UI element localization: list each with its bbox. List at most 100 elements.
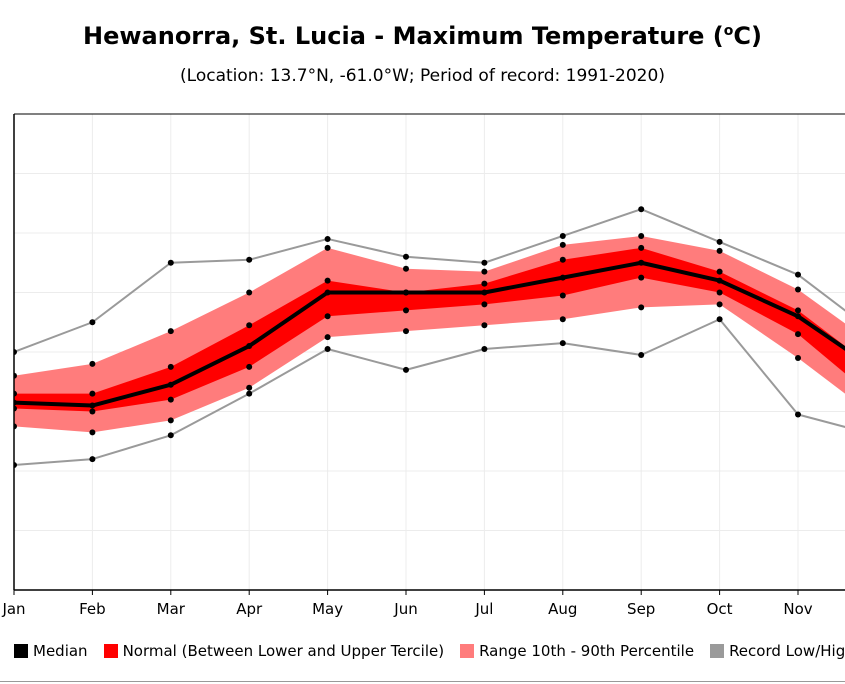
chart-title-text: Hewanorra, St. Lucia - Maximum Temperatu… <box>83 22 724 50</box>
record-low-point <box>559 340 566 347</box>
legend-label-range: Range 10th - 90th Percentile <box>479 642 695 660</box>
p10-point <box>716 301 723 308</box>
record-high-point <box>481 259 488 266</box>
record-low-point <box>716 316 723 323</box>
lower-tercile-point <box>89 408 96 415</box>
legend-item-normal: Normal (Between Lower and Upper Tercile) <box>103 642 445 660</box>
lower-tercile-point <box>795 331 801 338</box>
p90-point <box>481 268 488 275</box>
x-tick-label: Mar <box>157 600 186 618</box>
record-low-point <box>167 432 174 439</box>
median-point <box>638 259 645 266</box>
record-high-point <box>559 232 566 239</box>
chart-title: Hewanorra, St. Lucia - Maximum Temperatu… <box>0 22 845 50</box>
p90-point <box>716 247 723 254</box>
record-low-point <box>403 366 409 373</box>
lower-tercile-point <box>246 363 253 370</box>
p10-point <box>167 417 174 424</box>
upper-tercile-point <box>795 307 801 314</box>
record-high-point <box>246 256 253 263</box>
p10-point <box>246 384 253 391</box>
p90-point <box>246 289 253 296</box>
upper-tercile-point <box>638 244 645 251</box>
lower-tercile-point <box>403 307 409 314</box>
p10-point <box>795 354 801 361</box>
record-low-line <box>14 318 845 467</box>
upper-tercile-point <box>324 277 331 284</box>
legend-item-range: Range 10th - 90th Percentile <box>460 642 694 660</box>
range-10-90-band <box>14 235 845 433</box>
legend-label-normal: Normal (Between Lower and Upper Tercile) <box>122 642 445 660</box>
median-point <box>559 274 566 281</box>
lower-tercile-point <box>716 289 723 296</box>
x-tick-label: Apr <box>236 600 263 618</box>
chart-title-unit: C) <box>733 22 762 50</box>
upper-tercile-point <box>167 363 174 370</box>
record-high-point <box>795 271 801 278</box>
x-tick-label: Feb <box>79 600 106 618</box>
p90-point <box>795 286 801 293</box>
legend-label-record: Record Low/High <box>729 642 845 660</box>
median-point <box>403 289 409 296</box>
median-point <box>795 313 801 320</box>
lower-tercile-point <box>481 301 488 308</box>
median-point <box>716 277 723 284</box>
upper-tercile-point <box>481 280 488 287</box>
record-high-point <box>638 206 645 213</box>
median-point <box>89 402 96 409</box>
upper-tercile-point <box>716 268 723 275</box>
p10-point <box>481 322 488 329</box>
x-tick-label: Sep <box>627 600 655 618</box>
p90-point <box>167 328 174 335</box>
x-tick-label: May <box>312 600 343 618</box>
upper-tercile-point <box>89 390 96 397</box>
legend-swatch-median <box>14 644 28 658</box>
legend-swatch-record <box>710 644 725 658</box>
record-high-point <box>403 253 409 260</box>
x-tick-label: Jun <box>393 600 417 618</box>
median-line <box>14 260 845 408</box>
legend-item-median: Median <box>14 642 88 660</box>
p90-point <box>559 241 566 248</box>
median-point <box>481 289 488 296</box>
legend-label-median: Median <box>33 642 88 660</box>
x-tick-label: Jan <box>1 600 25 618</box>
record-low-point <box>638 351 645 358</box>
x-tick-label: Nov <box>783 600 812 618</box>
record-low-point <box>795 411 801 418</box>
chart-subtitle: (Location: 13.7°N, -61.0°W; Period of re… <box>180 66 665 86</box>
median-point <box>246 343 253 350</box>
lower-tercile-point <box>638 274 645 281</box>
record-high-point <box>167 259 174 266</box>
p10-point <box>559 316 566 323</box>
p90-point <box>89 360 96 367</box>
p10-point <box>324 334 331 341</box>
x-tick-label: Jul <box>474 600 493 618</box>
x-tick-label: Oct <box>707 600 733 618</box>
record-high-point <box>324 235 331 242</box>
x-tick-label: Aug <box>548 600 577 618</box>
median-point <box>167 381 174 388</box>
plot-area <box>14 206 845 469</box>
p10-point <box>638 304 645 311</box>
legend-item-record: Record Low/High <box>710 642 845 660</box>
lower-tercile-point <box>559 292 566 299</box>
normal-tercile-band <box>14 247 845 412</box>
record-low-point <box>89 456 96 463</box>
record-high-point <box>716 238 723 245</box>
record-high-line <box>14 208 845 353</box>
record-low-point <box>324 346 331 353</box>
median-point <box>324 289 331 296</box>
chart-legend: Median Normal (Between Lower and Upper T… <box>14 642 845 660</box>
lower-tercile-point <box>167 396 174 403</box>
p10-point <box>403 328 409 335</box>
p90-point <box>638 232 645 239</box>
record-low-point <box>481 346 488 353</box>
lower-tercile-point <box>324 313 331 320</box>
upper-tercile-point <box>246 322 253 329</box>
p90-point <box>403 265 409 272</box>
record-low-point <box>246 390 253 397</box>
upper-tercile-point <box>559 256 566 263</box>
p90-point <box>324 244 331 251</box>
